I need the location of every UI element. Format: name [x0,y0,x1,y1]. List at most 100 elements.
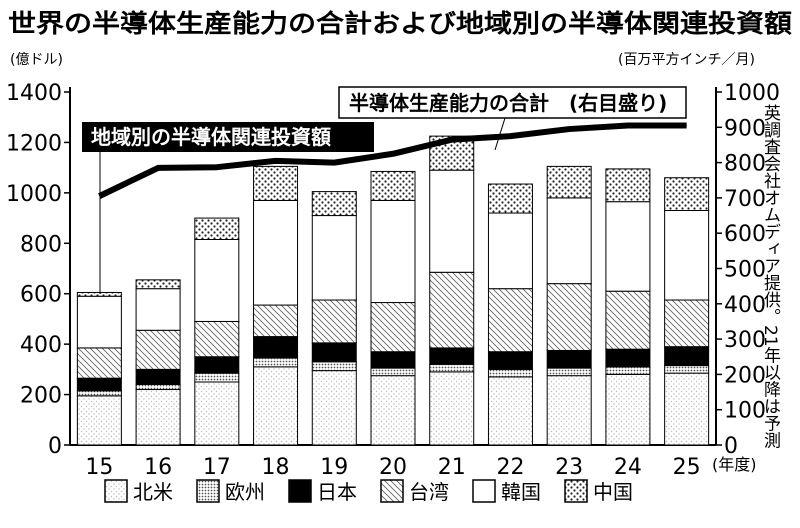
bar-segment-欧州 [487,368,533,378]
x-tick-label: 18 [262,455,290,480]
bar-segment-北米 [135,389,181,446]
bar-segment-北米 [605,373,651,446]
bar-segment-中国 [664,177,710,212]
x-tick-label: 16 [144,455,172,480]
bar-segment-欧州 [605,366,651,375]
bar-segment-韓国 [429,169,475,273]
bar-segment-台湾 [253,304,299,338]
left-tick-label: 600 [20,283,62,308]
chart-title: 世界の半導体生産能力の合計および地域別の半導体関連投資額 [8,9,792,38]
bar-segment-韓国 [311,215,357,301]
bar-segment-欧州 [664,365,710,374]
x-tick-label: 15 [85,455,113,480]
bar-segment-北米 [194,381,240,446]
left-tick-label: 1400 [6,81,62,106]
legend-swatch-北米 [104,479,128,503]
bar-segment-欧州 [311,361,357,372]
bar-segment-北米 [546,375,592,446]
legend-swatch-欧州 [196,479,220,503]
bar-segment-韓国 [664,210,710,301]
right-tick-label: 200 [724,363,766,388]
right-tick-label: 0 [724,434,738,459]
bar-segment-台湾 [370,302,416,353]
legend-swatch-韓国 [472,479,496,503]
x-axis-unit: (年度) [712,455,757,474]
right-tick-label: 300 [724,328,766,353]
plot-area: 0 200 400 600 800 1000 1200 1400 0 100 200 300 400 50… [6,81,780,480]
legend-label: 韓国 [501,480,541,504]
left-axis-unit: (億ドル) [10,52,63,68]
bar-segment-台湾 [76,347,122,379]
bar-segment-中国 [605,168,651,203]
bar-segment-北米 [429,371,475,446]
bar-segment-北米 [76,395,122,446]
legend-swatch-中国 [564,479,588,503]
bar-segment-台湾 [429,271,475,349]
left-tick-label: 800 [20,232,62,257]
left-tick-label: 1200 [6,131,62,156]
bar-segment-台湾 [664,299,710,348]
bar-segment-欧州 [76,390,122,397]
bar-segment-中国 [76,291,122,297]
right-tick-label: 700 [724,187,766,212]
right-tick-label: 800 [724,152,766,177]
bar-segment-台湾 [135,329,181,370]
bar-segment-日本 [429,347,475,365]
bar-segment-日本 [664,346,710,367]
bar-segment-欧州 [370,367,416,377]
bar-segment-日本 [253,336,299,359]
bar-segment-韓国 [605,201,651,292]
bar-segment-台湾 [605,290,651,350]
legend-label: 日本 [317,480,357,504]
bar-segment-台湾 [194,320,240,358]
legend-label: 欧州 [225,480,265,504]
legend-swatch-日本 [288,479,312,503]
x-tick-label: 17 [203,455,231,480]
x-tick-label: 25 [673,455,701,480]
bar-segment-日本 [135,368,181,385]
legend: 北米 欧州 日本 台湾 韓国 中国 [104,479,633,504]
x-tick-label: 19 [320,455,348,480]
bar-segment-中国 [135,279,181,290]
legend-label: 台湾 [409,480,449,504]
right-axis-unit: (百万平方インチ／月) [618,52,755,68]
bar-segment-韓国 [194,239,240,322]
x-tick-label: 21 [438,455,466,480]
bar-segment-韓国 [546,197,592,285]
legend-label: 中国 [593,480,633,504]
right-tick-label: 600 [724,222,766,247]
bar-segment-日本 [487,351,533,370]
bar-segment-台湾 [546,283,592,351]
right-tick-label: 500 [724,258,766,283]
bar-segment-北米 [487,376,533,446]
bar-segment-欧州 [253,357,299,368]
bar-segment-欧州 [546,367,592,377]
left-tick-label: 400 [20,333,62,358]
source-note: 英調査会社オムディア提供。21年以降は予測 [760,104,781,450]
bar-segment-台湾 [487,288,533,353]
bar-label-box [82,122,374,152]
bar-segment-北米 [311,370,357,446]
bar-segment-日本 [605,348,651,368]
bar-segment-中国 [546,165,592,199]
bar-label: 地域別の半導体関連投資額 [91,125,331,149]
bar-segment-韓国 [76,295,122,349]
bar-segment-中国 [487,183,533,214]
bar-segment-韓国 [487,212,533,290]
bar-segment-韓国 [253,199,299,306]
left-tick-label: 0 [48,434,62,459]
bar-segment-韓国 [370,199,416,304]
bar-segment-欧州 [429,363,475,373]
bar-segment-中国 [370,170,416,201]
bar-segment-日本 [194,356,240,374]
bar-segment-韓国 [135,288,181,331]
right-tick-label: 100 [724,399,766,424]
bar-segment-北米 [253,366,299,446]
x-tick-label: 24 [614,455,642,480]
x-tick-label: 22 [496,455,524,480]
bar-segment-日本 [311,342,357,363]
bar-segment-北米 [370,375,416,446]
left-tick-label: 1000 [6,182,62,207]
bar-segment-中国 [253,165,299,201]
